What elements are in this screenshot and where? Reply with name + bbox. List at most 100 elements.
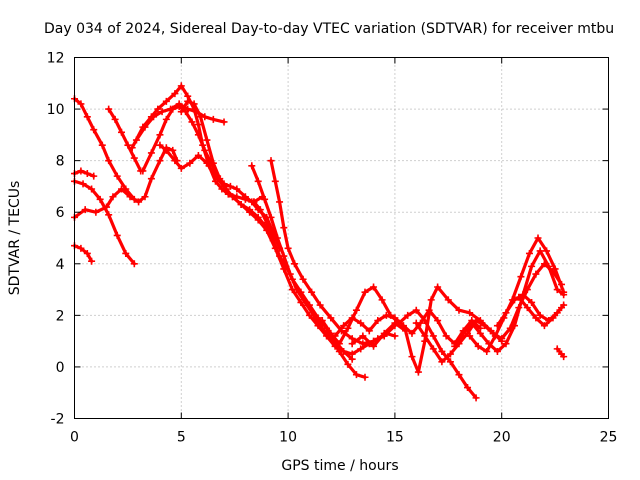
data-point <box>429 345 437 353</box>
data-point <box>444 296 452 304</box>
data-point <box>391 319 399 327</box>
data-point <box>273 234 281 242</box>
series-arc-4 <box>71 242 96 265</box>
data-point <box>267 213 275 221</box>
data-point <box>156 157 164 165</box>
data-point <box>171 90 179 98</box>
data-point <box>378 296 386 304</box>
data-point <box>370 342 378 350</box>
data-point <box>348 314 356 322</box>
data-point <box>525 249 533 257</box>
data-point <box>105 157 113 165</box>
data-point <box>162 97 170 105</box>
data-point <box>284 244 292 252</box>
data-point <box>511 296 519 304</box>
data-point <box>122 249 130 257</box>
data-point <box>348 340 356 348</box>
data-point <box>502 340 510 348</box>
data-point <box>412 319 420 327</box>
data-point <box>209 115 217 123</box>
y-tick-label: -2 <box>51 412 65 428</box>
data-point <box>103 203 111 211</box>
data-point <box>291 260 299 268</box>
series-trace <box>414 262 564 364</box>
x-tick-label: 0 <box>70 430 79 446</box>
data-point <box>532 314 540 322</box>
series-arc-11 <box>177 97 399 358</box>
data-point <box>113 231 121 239</box>
data-point <box>237 200 245 208</box>
data-point <box>241 193 249 201</box>
data-point <box>105 105 113 113</box>
x-tick-label: 20 <box>493 430 511 446</box>
data-point <box>79 180 87 188</box>
data-point <box>545 262 553 270</box>
data-point <box>150 113 158 121</box>
data-point <box>124 141 132 149</box>
data-point <box>344 360 352 368</box>
series-trace <box>517 295 564 328</box>
data-point <box>549 314 557 322</box>
data-point <box>455 371 463 379</box>
data-point <box>472 317 480 325</box>
data-point <box>335 340 343 348</box>
data-point <box>540 322 548 330</box>
data-point <box>203 136 211 144</box>
data-point <box>553 286 561 294</box>
data-point <box>96 195 104 203</box>
data-point <box>83 113 91 121</box>
data-point <box>560 288 568 296</box>
series-trace <box>555 347 566 359</box>
data-point <box>88 257 96 265</box>
data-point <box>427 296 435 304</box>
data-point <box>109 193 117 201</box>
x-tick-label: 15 <box>386 430 404 446</box>
data-point <box>434 283 442 291</box>
axis-ticks <box>74 57 609 419</box>
series-trace <box>72 244 94 263</box>
data-point <box>147 149 155 157</box>
x-tick-label: 5 <box>177 430 186 446</box>
data-point <box>83 170 91 178</box>
series-arc-22 <box>515 293 566 330</box>
data-point <box>226 182 234 190</box>
data-point <box>117 185 125 193</box>
data-point <box>276 252 284 260</box>
data-point <box>316 301 324 309</box>
data-point <box>194 121 202 129</box>
data-point <box>519 291 527 299</box>
data-point <box>446 358 454 366</box>
data-point <box>220 118 228 126</box>
series-arc-1 <box>71 95 138 203</box>
data-point <box>276 198 284 206</box>
data-point <box>141 193 149 201</box>
chart-title: Day 034 of 2024, Sidereal Day-to-day VTE… <box>44 21 614 37</box>
data-point <box>359 332 367 340</box>
data-point <box>476 329 484 337</box>
data-point <box>464 384 472 392</box>
data-point <box>352 371 360 379</box>
data-point <box>158 108 166 116</box>
data-point <box>299 275 307 283</box>
data-point <box>305 301 313 309</box>
data-point <box>194 151 202 159</box>
data-point <box>156 141 164 149</box>
data-point <box>177 108 185 116</box>
data-point <box>391 332 399 340</box>
data-point <box>459 329 467 337</box>
data-point <box>126 193 134 201</box>
data-point <box>412 306 420 314</box>
data-point <box>523 304 531 312</box>
data-point <box>222 185 230 193</box>
data-point <box>229 193 237 201</box>
data-point <box>408 329 416 337</box>
data-point <box>92 208 100 216</box>
data-point <box>288 275 296 283</box>
data-point <box>438 347 446 355</box>
data-point <box>442 332 450 340</box>
data-point <box>171 157 179 165</box>
data-point <box>446 350 454 358</box>
y-axis-label: SDTVAR / TECUs <box>7 181 23 296</box>
data-point <box>528 262 536 270</box>
data-point <box>197 113 205 121</box>
